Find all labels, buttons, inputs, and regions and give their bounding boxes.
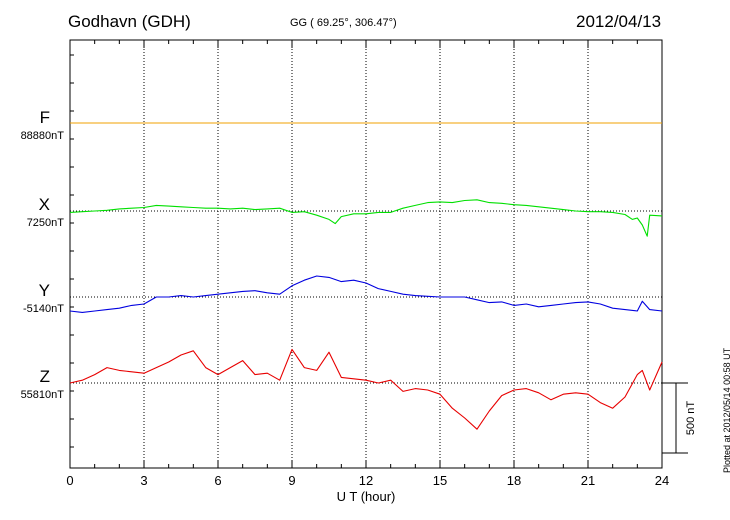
scale-bar: 500 nT <box>662 382 697 454</box>
x-tick-label-15: 15 <box>433 473 447 488</box>
series-baseline-z: 55810nT <box>20 389 64 401</box>
x-tick-label-6: 6 <box>214 473 221 488</box>
series-baseline-y: -5140nT <box>23 303 64 315</box>
x-tick-label-0: 0 <box>66 473 73 488</box>
x-tick-label-24: 24 <box>655 473 669 488</box>
x-tick-label-21: 21 <box>581 473 595 488</box>
x-tick-label-12: 12 <box>359 473 373 488</box>
x-tick-label-3: 3 <box>140 473 147 488</box>
series-lines <box>69 122 663 430</box>
series-label-y: Y <box>38 281 50 300</box>
axes: 0 3 6 9 12 15 18 21 24 U T (hour) <box>66 39 669 504</box>
x-tick-label-18: 18 <box>507 473 521 488</box>
series-line-x <box>69 199 663 237</box>
scale-bar-label: 500 nT <box>685 401 697 436</box>
grid-lines <box>70 40 662 468</box>
series-label-x: X <box>38 195 50 214</box>
series-line-y <box>69 275 663 313</box>
plot-date: 2012/04/13 <box>576 12 662 31</box>
station-title: Godhavn (GDH) <box>68 12 191 31</box>
x-tick-label-9: 9 <box>288 473 295 488</box>
series-baseline-f: 88880nT <box>20 130 64 142</box>
series-label-f: F <box>39 108 50 127</box>
series-baseline-x: 7250nT <box>26 217 64 229</box>
series-label-z: Z <box>39 367 50 386</box>
plotted-note: Plotted at 2012/05/14 00:58 UT <box>722 347 730 473</box>
station-coordinates: GG ( 69.25°, 306.47°) <box>290 17 397 29</box>
x-axis-label: U T (hour) <box>337 489 396 504</box>
series-line-z <box>69 348 663 430</box>
